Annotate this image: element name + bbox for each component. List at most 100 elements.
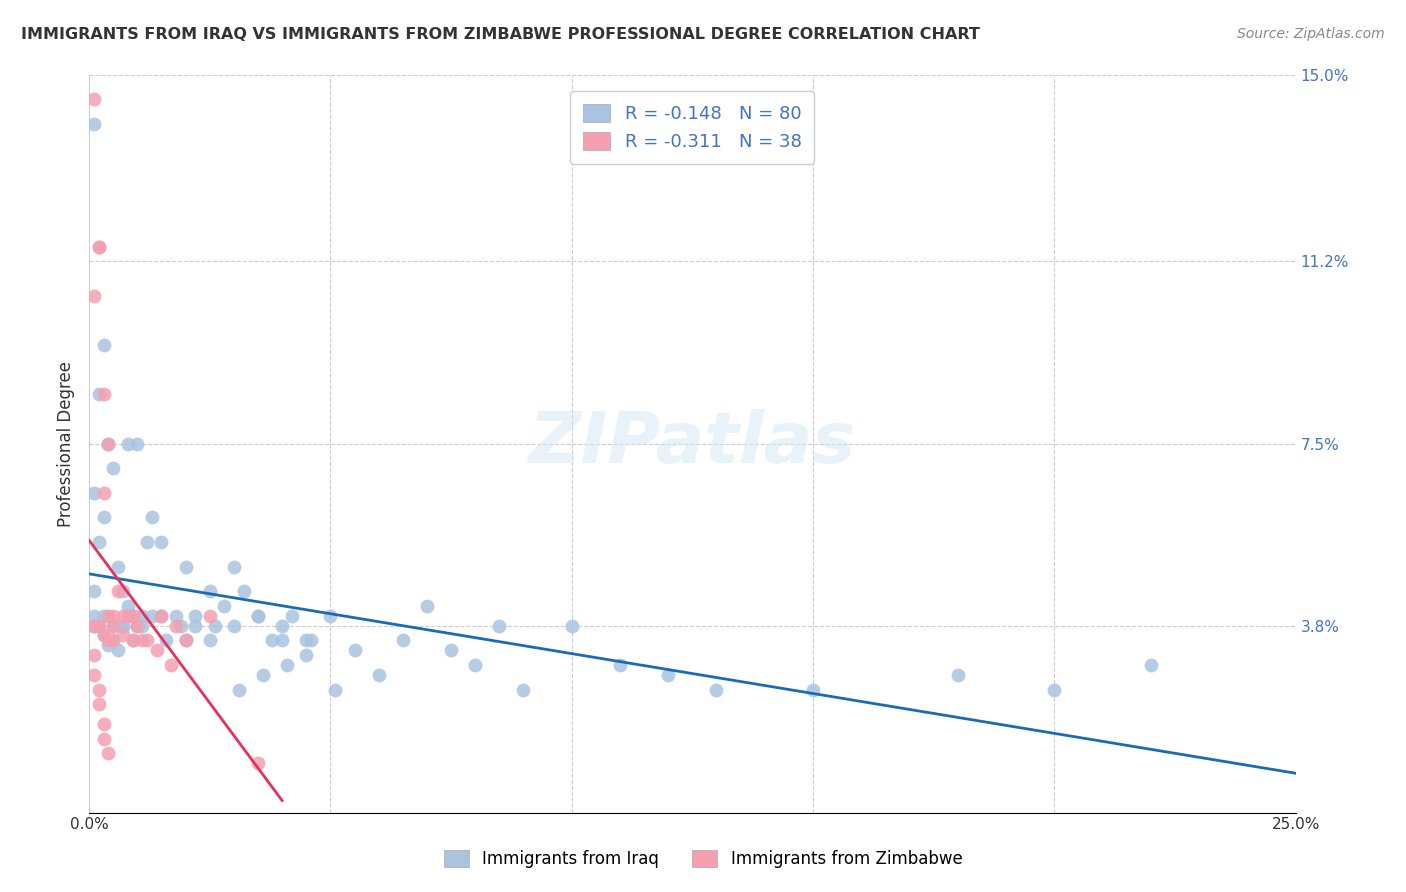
Point — [121, 608, 143, 623]
Point — [174, 633, 197, 648]
Point — [184, 618, 207, 632]
Point — [121, 608, 143, 623]
Point — [83, 667, 105, 681]
Point — [131, 618, 153, 632]
Point — [416, 599, 439, 613]
Point — [111, 618, 134, 632]
Point — [83, 117, 105, 131]
Point — [136, 535, 159, 549]
Point — [609, 657, 631, 672]
Point — [103, 608, 125, 623]
Point — [150, 535, 173, 549]
Point — [657, 667, 679, 681]
Point — [103, 618, 125, 632]
Point — [83, 485, 105, 500]
Point — [246, 608, 269, 623]
Point — [212, 599, 235, 613]
Point — [117, 608, 139, 623]
Point — [276, 657, 298, 672]
Point — [97, 638, 120, 652]
Point — [295, 633, 318, 648]
Point — [246, 756, 269, 771]
Point — [706, 682, 728, 697]
Point — [87, 535, 110, 549]
Point — [83, 618, 105, 632]
Text: ZIPatlas: ZIPatlas — [529, 409, 856, 478]
Point — [87, 387, 110, 401]
Point — [127, 618, 149, 632]
Point — [281, 608, 304, 623]
Text: Source: ZipAtlas.com: Source: ZipAtlas.com — [1237, 27, 1385, 41]
Point — [464, 657, 486, 672]
Point — [107, 559, 129, 574]
Point — [103, 618, 125, 632]
Point — [83, 618, 105, 632]
Point — [198, 608, 221, 623]
Text: IMMIGRANTS FROM IRAQ VS IMMIGRANTS FROM ZIMBABWE PROFESSIONAL DEGREE CORRELATION: IMMIGRANTS FROM IRAQ VS IMMIGRANTS FROM … — [21, 27, 980, 42]
Point — [319, 608, 342, 623]
Point — [367, 667, 389, 681]
Point — [165, 608, 187, 623]
Point — [93, 628, 115, 642]
Point — [107, 643, 129, 657]
Point — [174, 559, 197, 574]
Point — [111, 584, 134, 599]
Point — [246, 608, 269, 623]
Legend: R = -0.148   N = 80, R = -0.311   N = 38: R = -0.148 N = 80, R = -0.311 N = 38 — [571, 91, 814, 164]
Point — [117, 599, 139, 613]
Y-axis label: Professional Degree: Professional Degree — [58, 360, 75, 526]
Point — [121, 608, 143, 623]
Point — [103, 461, 125, 475]
Point — [93, 628, 115, 642]
Point — [141, 608, 163, 623]
Point — [946, 667, 969, 681]
Point — [93, 338, 115, 352]
Point — [232, 584, 254, 599]
Point — [87, 682, 110, 697]
Point — [323, 682, 346, 697]
Point — [204, 618, 226, 632]
Point — [145, 643, 167, 657]
Point — [150, 608, 173, 623]
Point — [131, 633, 153, 648]
Point — [343, 643, 366, 657]
Point — [184, 608, 207, 623]
Point — [174, 633, 197, 648]
Point — [561, 618, 583, 632]
Point — [97, 633, 120, 648]
Point — [222, 559, 245, 574]
Point — [801, 682, 824, 697]
Point — [271, 618, 294, 632]
Point — [488, 618, 510, 632]
Point — [103, 633, 125, 648]
Point — [117, 436, 139, 450]
Point — [97, 747, 120, 761]
Point — [198, 633, 221, 648]
Point — [87, 618, 110, 632]
Point — [131, 608, 153, 623]
Point — [121, 633, 143, 648]
Point — [1043, 682, 1066, 697]
Point — [512, 682, 534, 697]
Point — [93, 485, 115, 500]
Point — [127, 618, 149, 632]
Point — [299, 633, 322, 648]
Point — [155, 633, 177, 648]
Point — [83, 648, 105, 662]
Point — [83, 289, 105, 303]
Point — [93, 731, 115, 746]
Point — [391, 633, 413, 648]
Point — [150, 608, 173, 623]
Point — [295, 648, 318, 662]
Point — [440, 643, 463, 657]
Point — [222, 618, 245, 632]
Point — [83, 92, 105, 106]
Point — [127, 436, 149, 450]
Point — [87, 240, 110, 254]
Point — [111, 618, 134, 632]
Point — [121, 633, 143, 648]
Legend: Immigrants from Iraq, Immigrants from Zimbabwe: Immigrants from Iraq, Immigrants from Zi… — [437, 843, 969, 875]
Point — [198, 584, 221, 599]
Point — [111, 608, 134, 623]
Point — [93, 717, 115, 731]
